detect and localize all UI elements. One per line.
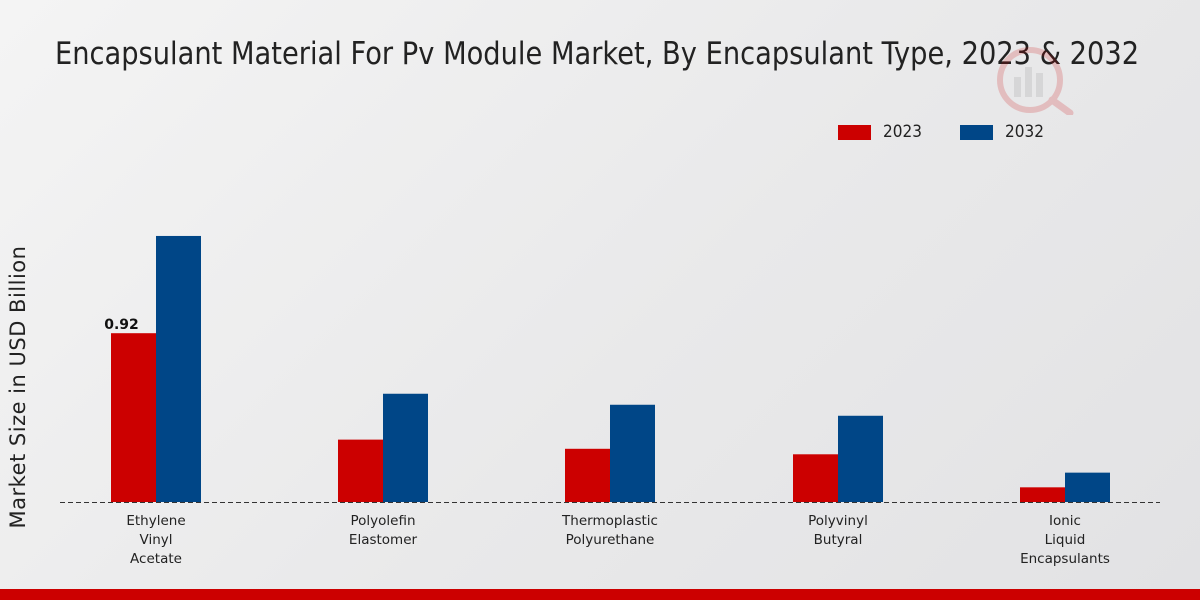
- legend-swatch-2032: [960, 124, 994, 140]
- x-tick-label-1: Polyolefin Elastomer: [349, 513, 418, 548]
- bar-2023-2: [565, 448, 610, 502]
- x-tick-label-0: Ethylene Vinyl Acetate: [126, 513, 185, 567]
- bar-2032-0: [156, 235, 201, 502]
- bar-2023-0: [111, 333, 156, 502]
- legend-item-2023: 2023: [838, 122, 926, 142]
- legend-label-2023: 2023: [883, 122, 922, 142]
- x-tick-label-4: Ionic Liquid Encapsulants: [1020, 513, 1110, 567]
- data-label-2023-0: 0.92: [104, 317, 139, 333]
- x-tick-label-3: Polyvinyl Butyral: [808, 513, 868, 548]
- bar-2032-4: [1065, 472, 1110, 502]
- bottom-accent-band: [0, 589, 1200, 600]
- legend-item-2032: 2032: [960, 122, 1048, 142]
- legend-label-2032: 2032: [1005, 122, 1045, 142]
- bar-2023-1: [338, 439, 383, 502]
- legend-swatch-2023: [838, 124, 871, 140]
- x-tick-label-2: Thermoplastic Polyurethane: [561, 513, 658, 548]
- bar-2032-3: [838, 415, 883, 502]
- bar-2023-3: [793, 454, 838, 502]
- bar-2023-4: [1020, 487, 1065, 502]
- chart-legend: 2023 2032: [838, 122, 1083, 142]
- bar-2032-1: [383, 393, 428, 502]
- bar-2032-2: [610, 404, 655, 502]
- brand-logo-watermark: [990, 45, 1080, 117]
- chart-title: Encapsulant Material For Pv Module Marke…: [55, 36, 1140, 72]
